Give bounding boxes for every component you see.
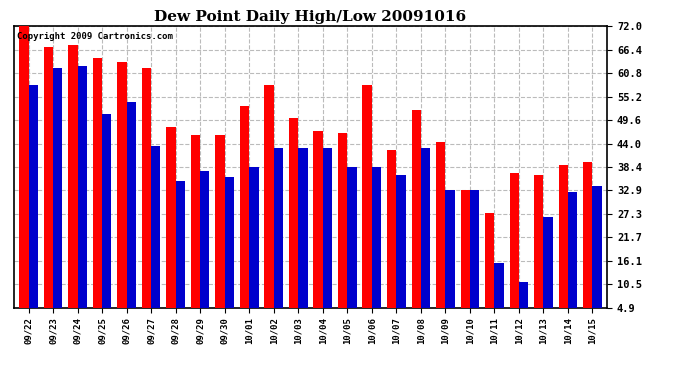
Bar: [313, 131, 323, 328]
Bar: [411, 110, 421, 328]
Bar: [274, 148, 283, 328]
Bar: [117, 62, 126, 328]
Bar: [151, 146, 161, 328]
Bar: [166, 127, 176, 328]
Bar: [347, 166, 357, 328]
Bar: [102, 114, 111, 328]
Bar: [92, 58, 102, 328]
Title: Dew Point Daily High/Low 20091016: Dew Point Daily High/Low 20091016: [155, 10, 466, 24]
Bar: [445, 190, 455, 328]
Bar: [68, 45, 77, 328]
Bar: [338, 133, 347, 328]
Bar: [470, 190, 479, 328]
Text: Copyright 2009 Cartronics.com: Copyright 2009 Cartronics.com: [17, 32, 172, 41]
Bar: [583, 162, 593, 328]
Bar: [510, 173, 519, 328]
Bar: [176, 182, 185, 328]
Bar: [396, 175, 406, 328]
Bar: [436, 141, 445, 328]
Bar: [559, 165, 568, 328]
Bar: [421, 148, 430, 328]
Bar: [77, 66, 87, 328]
Bar: [544, 217, 553, 328]
Bar: [372, 166, 381, 328]
Bar: [495, 263, 504, 328]
Bar: [215, 135, 225, 328]
Bar: [240, 106, 249, 328]
Bar: [200, 171, 210, 328]
Bar: [28, 85, 38, 328]
Bar: [593, 186, 602, 328]
Bar: [387, 150, 396, 328]
Bar: [43, 47, 53, 328]
Bar: [126, 102, 136, 328]
Bar: [19, 26, 28, 328]
Bar: [142, 68, 151, 328]
Bar: [53, 68, 62, 328]
Bar: [323, 148, 332, 328]
Bar: [460, 190, 470, 328]
Bar: [225, 177, 234, 328]
Bar: [249, 166, 259, 328]
Bar: [264, 85, 274, 328]
Bar: [289, 118, 298, 328]
Bar: [191, 135, 200, 328]
Bar: [534, 175, 544, 328]
Bar: [298, 148, 308, 328]
Bar: [519, 282, 529, 328]
Bar: [485, 213, 495, 328]
Bar: [362, 85, 372, 328]
Bar: [568, 192, 578, 328]
